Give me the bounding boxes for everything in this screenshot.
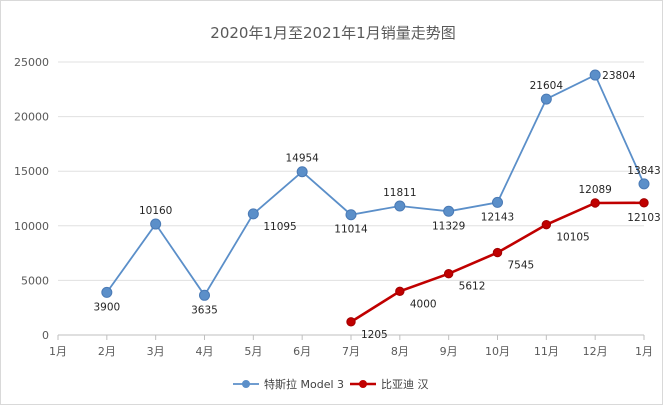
data-point bbox=[443, 205, 455, 217]
data-point bbox=[247, 208, 259, 220]
axes: 0 5000 10000 15000 20000 25000 1月 2月 3月 4月 5月 6月 7月 8… bbox=[14, 56, 653, 358]
x-tick-label: 2月 bbox=[98, 345, 116, 358]
x-tick-label: 1月 bbox=[49, 345, 67, 358]
data-label: 11014 bbox=[334, 224, 368, 236]
data-point bbox=[346, 317, 356, 327]
data-label: 11811 bbox=[383, 187, 416, 199]
y-tick-label: 10000 bbox=[14, 220, 49, 233]
x-tick-label: 5月 bbox=[244, 345, 262, 358]
data-point bbox=[541, 219, 552, 230]
series-layer bbox=[101, 69, 650, 327]
data-label: 21604 bbox=[530, 80, 564, 92]
data-point bbox=[150, 218, 162, 230]
data-label: 12103 bbox=[627, 212, 660, 224]
x-tick-label: 6月 bbox=[293, 345, 311, 358]
legend: 特斯拉 Model 3 比亚迪 汉 bbox=[233, 377, 429, 391]
data-label: 10105 bbox=[556, 232, 589, 244]
data-point bbox=[492, 196, 503, 208]
data-label: 4000 bbox=[410, 298, 437, 310]
x-tick-label: 10月 bbox=[485, 345, 510, 358]
data-label: 11329 bbox=[432, 220, 465, 232]
data-point bbox=[345, 209, 357, 221]
y-tick-label: 15000 bbox=[14, 165, 49, 178]
y-tick-label: 20000 bbox=[14, 111, 49, 124]
data-label: 7545 bbox=[508, 260, 535, 272]
grid-lines bbox=[58, 61, 644, 336]
data-point bbox=[589, 69, 601, 81]
data-label: 5612 bbox=[459, 281, 486, 293]
x-tick-label: 9月 bbox=[440, 345, 458, 358]
data-point bbox=[395, 286, 405, 297]
x-tick-label: 4月 bbox=[196, 345, 214, 358]
legend-label: 特斯拉 Model 3 bbox=[264, 377, 344, 391]
series-line-0 bbox=[106, 73, 645, 297]
data-label: 1205 bbox=[361, 329, 388, 341]
x-tick-label: 1月 bbox=[635, 345, 653, 358]
x-tick-label: 11月 bbox=[534, 345, 559, 358]
legend-label: 比亚迪 汉 bbox=[381, 378, 429, 391]
data-point bbox=[590, 198, 600, 208]
data-label: 10160 bbox=[139, 205, 172, 217]
data-labels: 3900 10160 3635 11095 14954 11014 11811 11329 12… bbox=[93, 70, 660, 341]
y-tick-label: 25000 bbox=[14, 56, 49, 69]
data-label: 3900 bbox=[93, 301, 120, 313]
data-point bbox=[492, 247, 503, 258]
data-label: 14954 bbox=[285, 153, 319, 165]
y-tick-label: 5000 bbox=[21, 274, 49, 287]
x-tick-label: 8月 bbox=[391, 345, 409, 358]
legend-marker bbox=[359, 380, 367, 388]
data-point bbox=[540, 93, 552, 105]
data-point bbox=[199, 289, 210, 301]
data-point bbox=[638, 178, 650, 190]
data-point bbox=[394, 200, 406, 212]
data-point bbox=[296, 166, 308, 178]
x-tick-label: 7月 bbox=[342, 345, 360, 358]
data-label: 23804 bbox=[602, 70, 636, 82]
data-point bbox=[101, 286, 113, 298]
y-tick-label: 0 bbox=[42, 329, 49, 342]
data-point bbox=[443, 269, 454, 279]
data-label: 3635 bbox=[191, 304, 218, 316]
data-label: 12089 bbox=[578, 184, 611, 196]
x-tick-label: 12月 bbox=[583, 345, 608, 358]
legend-marker bbox=[242, 380, 250, 388]
x-tick-label: 3月 bbox=[147, 345, 165, 358]
data-label: 12143 bbox=[481, 211, 514, 223]
data-label: 11095 bbox=[263, 221, 296, 233]
data-point bbox=[639, 198, 649, 208]
data-label: 13843 bbox=[627, 165, 660, 177]
chart-title: 2020年1月至2021年1月销量走势图 bbox=[210, 24, 455, 42]
